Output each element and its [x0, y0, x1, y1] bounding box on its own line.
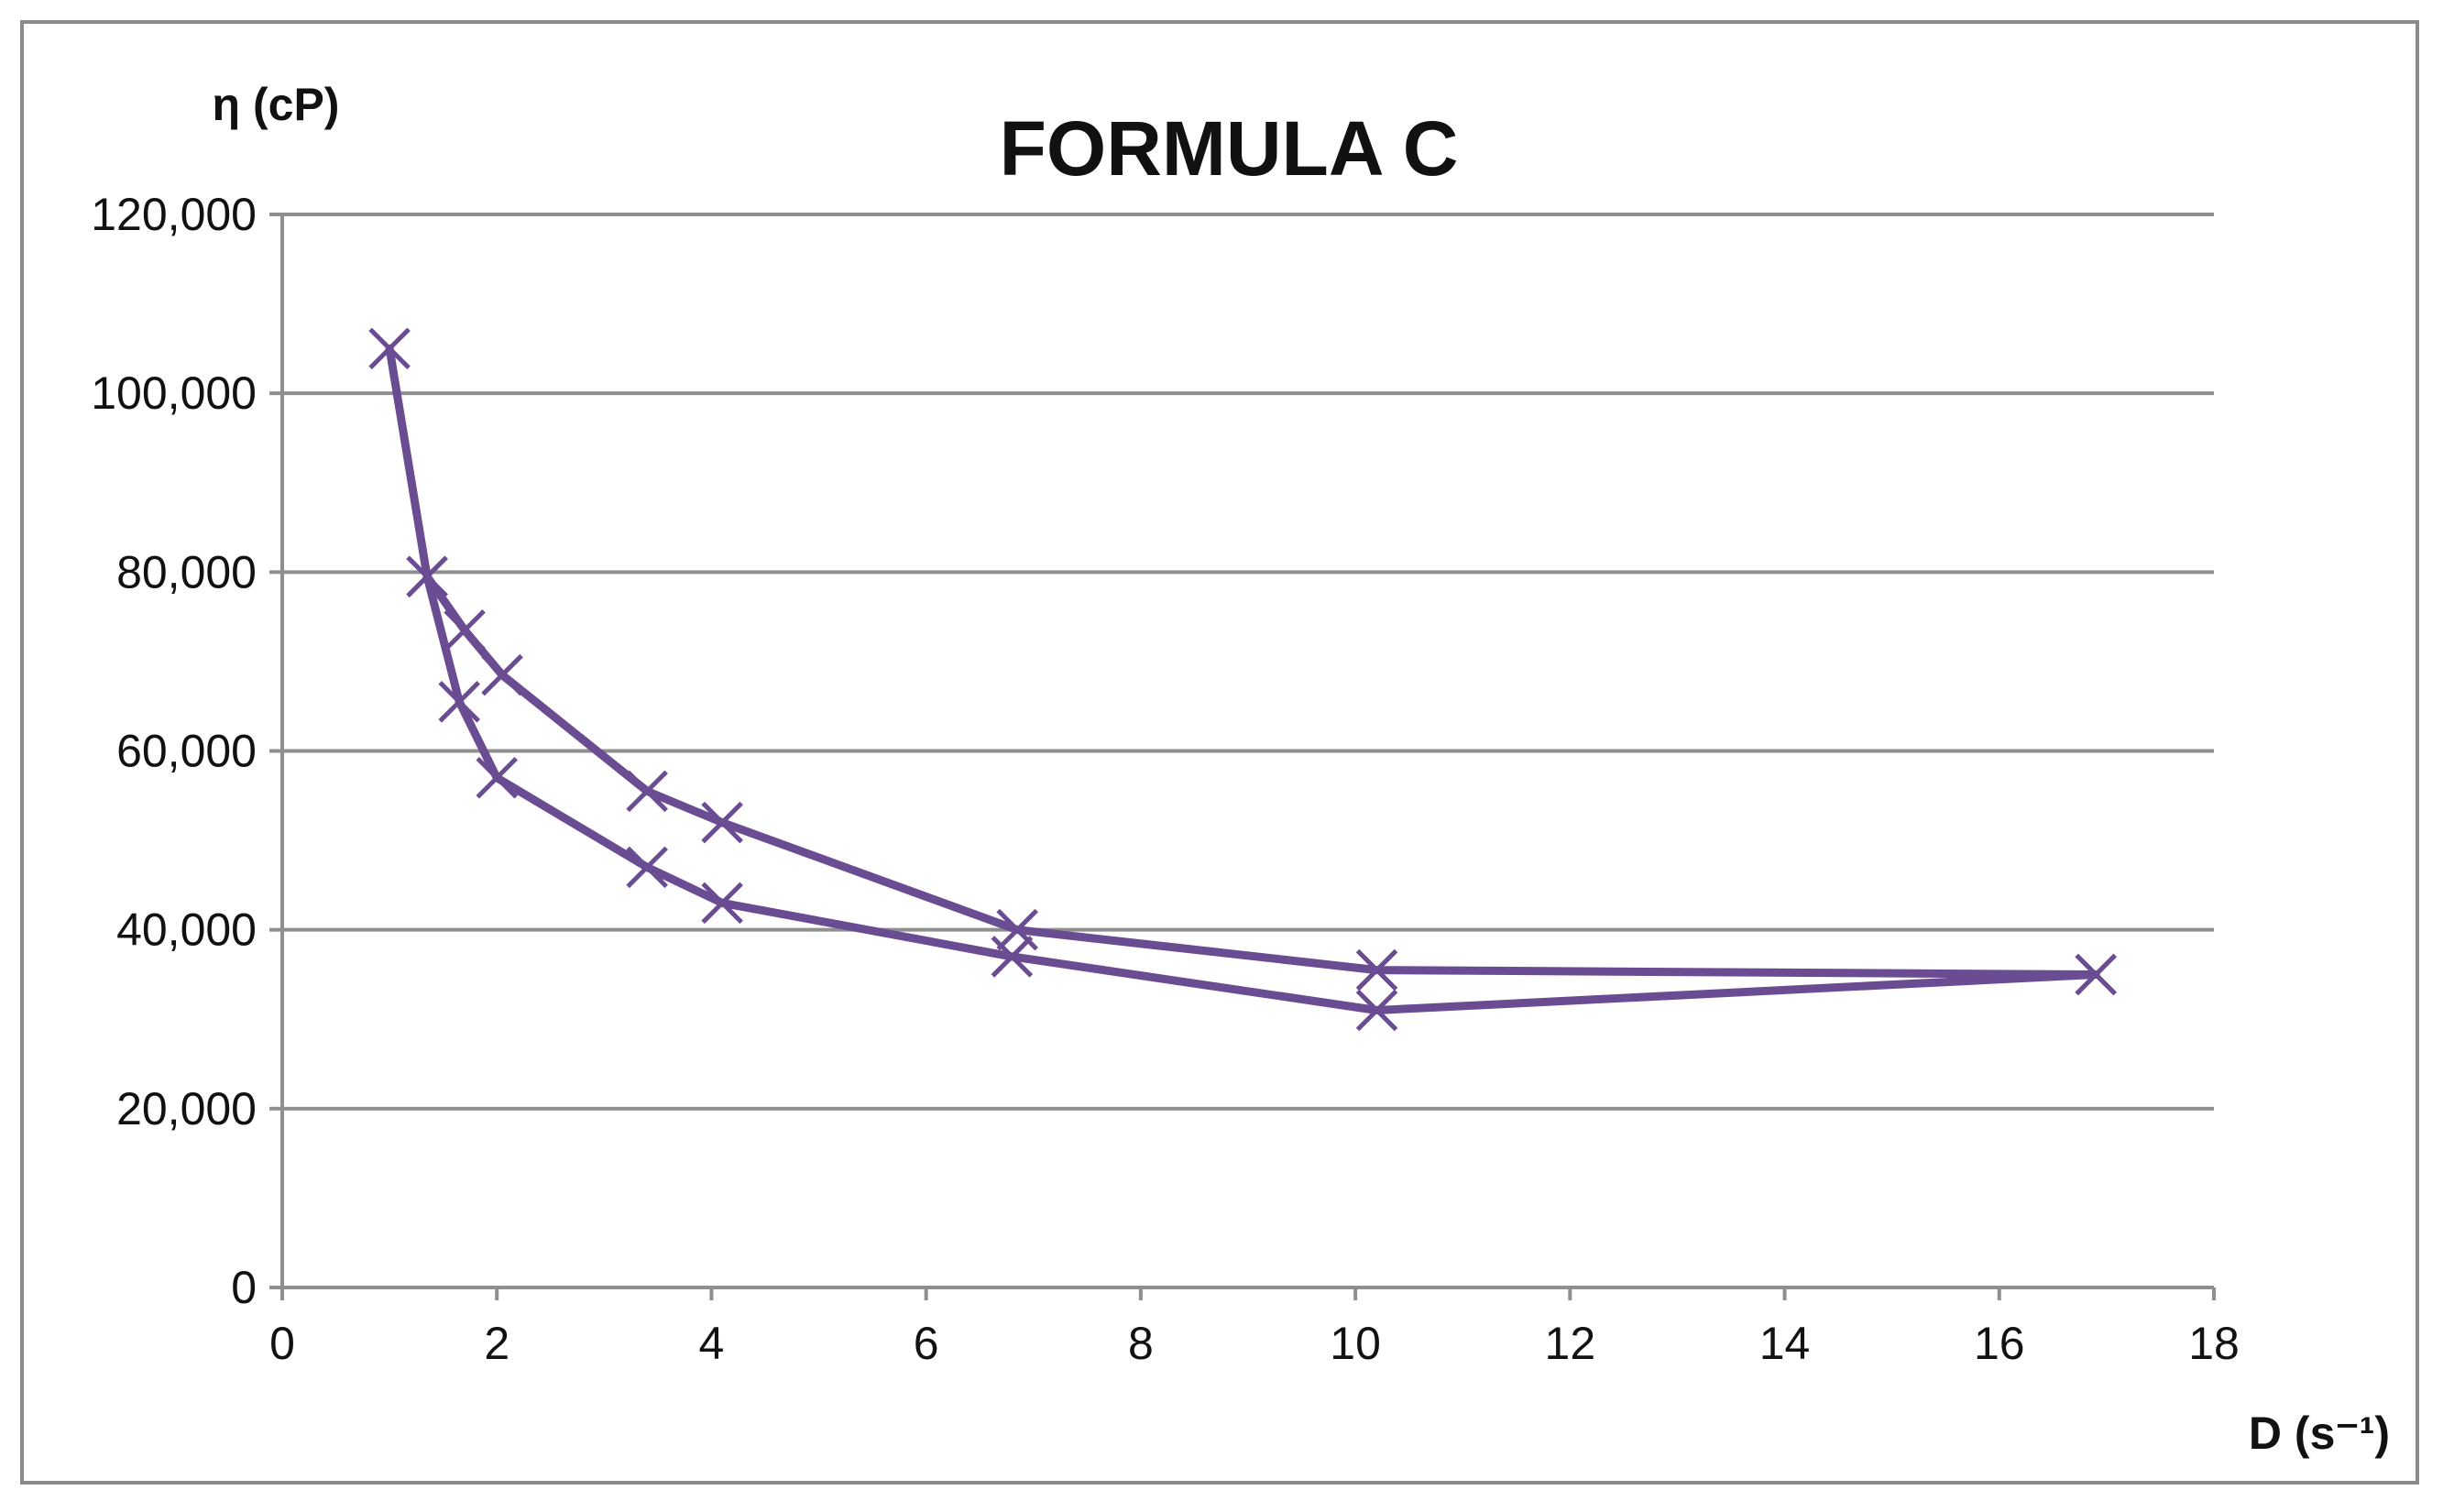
marker-stroke: [991, 936, 1034, 978]
data-point-marker: [991, 936, 1034, 978]
marker-stroke: [626, 770, 668, 813]
axes: 0 20,000 40,000 60,000 80,000 100,000 120,000 0…: [91, 189, 2240, 1369]
series-markers: [368, 327, 2117, 1032]
x-tick-label: 10: [1330, 1318, 1381, 1369]
x-tick-label: 8: [1128, 1318, 1154, 1369]
x-tick-label: 18: [2188, 1318, 2240, 1369]
data-point-marker: [1355, 948, 1398, 992]
data-point-marker: [701, 882, 743, 925]
series-line-2: [422, 572, 2100, 1014]
marker-stroke: [996, 908, 1038, 951]
marker-stroke: [2075, 953, 2117, 996]
chart-frame: 0 20,000 40,000 60,000 80,000 100,000 120,000 0…: [20, 20, 2419, 1485]
y-tick-label: 0: [231, 1262, 257, 1313]
data-point-marker: [2075, 953, 2117, 996]
marker-stroke: [444, 608, 486, 652]
series-lines: [385, 344, 2100, 1014]
x-tick-label: 6: [914, 1318, 939, 1369]
marker-stroke: [1355, 989, 1398, 1032]
y-axis-title: η (cP): [213, 79, 340, 130]
marker-stroke: [626, 846, 668, 889]
x-tick-label: 16: [1974, 1318, 2025, 1369]
x-tick-label: 0: [269, 1318, 295, 1369]
x-axis-title: D (s⁻¹): [2249, 1408, 2390, 1459]
y-tick-label: 20,000: [116, 1083, 257, 1134]
data-point-marker: [476, 757, 518, 799]
marker-stroke: [701, 882, 743, 925]
marker-stroke: [438, 681, 481, 723]
x-tick-label: 4: [699, 1318, 725, 1369]
y-tick-label: 120,000: [91, 189, 257, 240]
data-point-marker: [438, 681, 481, 723]
data-point-marker: [481, 653, 523, 696]
y-tick-label: 60,000: [116, 726, 257, 777]
series-line-1: [385, 344, 2100, 979]
data-point-marker: [626, 770, 668, 813]
gridlines: [282, 213, 2214, 1111]
marker-stroke: [701, 801, 743, 844]
y-tick-label: 100,000: [91, 367, 257, 419]
chart-title: FORMULA C: [1000, 105, 1459, 192]
data-point-marker: [444, 608, 486, 652]
x-tick-label: 14: [1759, 1318, 1811, 1369]
x-tick-label: 2: [484, 1318, 509, 1369]
data-point-marker: [626, 846, 668, 889]
marker-stroke: [1355, 948, 1398, 992]
data-point-marker: [1355, 989, 1398, 1032]
marker-stroke: [476, 757, 518, 799]
data-point-marker: [406, 555, 448, 597]
x-tick-label: 12: [1545, 1318, 1596, 1369]
data-point-marker: [701, 801, 743, 844]
y-tick-label: 80,000: [116, 546, 257, 597]
marker-stroke: [406, 555, 448, 597]
data-point-marker: [368, 327, 411, 370]
chart-svg: 0 20,000 40,000 60,000 80,000 100,000 120,000 0…: [91, 79, 2390, 1459]
data-point-marker: [996, 908, 1038, 951]
y-tick-label: 40,000: [116, 904, 257, 956]
marker-stroke: [481, 653, 523, 696]
marker-stroke: [368, 327, 411, 370]
